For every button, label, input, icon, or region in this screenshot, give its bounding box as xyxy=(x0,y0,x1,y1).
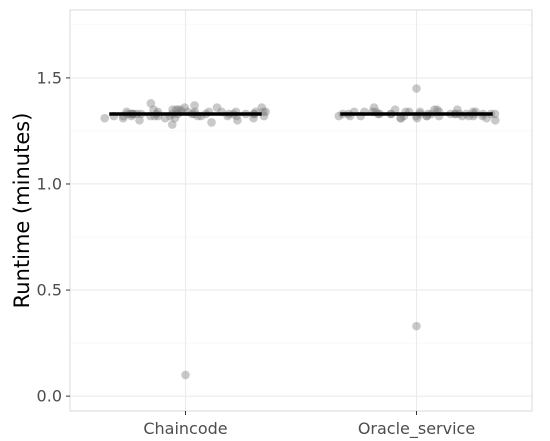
data-point xyxy=(160,113,170,123)
data-point xyxy=(212,103,222,112)
data-point xyxy=(257,103,267,112)
y-axis-title: Runtime (minutes) xyxy=(10,113,34,309)
data-point xyxy=(249,113,258,123)
data-point xyxy=(190,101,199,110)
data-point xyxy=(430,105,439,115)
data-point xyxy=(100,113,110,123)
x-tick-label: Oracle_service xyxy=(358,419,475,439)
data-point xyxy=(173,105,183,115)
y-tick-label: 0.0 xyxy=(37,387,62,406)
data-point xyxy=(207,118,216,127)
data-point xyxy=(453,105,462,115)
data-point xyxy=(390,105,400,115)
data-point xyxy=(146,99,156,108)
y-tick-label: 1.0 xyxy=(37,174,62,193)
y-tick-label: 1.5 xyxy=(37,68,62,87)
y-axis-ticks: 0.0 0.5 1.0 1.5 xyxy=(37,68,70,406)
panel-border xyxy=(69,9,533,412)
data-point xyxy=(259,111,269,121)
data-point xyxy=(168,105,177,115)
data-point xyxy=(170,113,180,123)
data-point xyxy=(490,109,500,119)
data-point xyxy=(149,105,158,115)
data-point xyxy=(118,113,128,123)
y-tick-label: 0.5 xyxy=(37,281,62,300)
data-point xyxy=(261,107,270,117)
data-point xyxy=(490,116,500,125)
data-point xyxy=(412,84,421,93)
grid-lines xyxy=(70,10,532,411)
data-point xyxy=(396,113,406,123)
data-point xyxy=(432,105,442,115)
data-point xyxy=(167,120,177,129)
data-point xyxy=(176,105,185,115)
x-axis-ticks: Chaincode Oracle_service xyxy=(143,411,475,439)
data-point xyxy=(412,321,421,331)
data-point xyxy=(135,116,144,125)
data-point xyxy=(233,116,242,125)
data-point xyxy=(412,113,422,123)
data-point xyxy=(396,113,405,123)
data-point xyxy=(180,103,190,112)
x-tick-label: Chaincode xyxy=(143,419,227,438)
data-point xyxy=(171,105,181,115)
data-points xyxy=(100,84,500,380)
data-point xyxy=(482,113,491,123)
data-point xyxy=(369,103,379,112)
data-point xyxy=(181,370,190,380)
